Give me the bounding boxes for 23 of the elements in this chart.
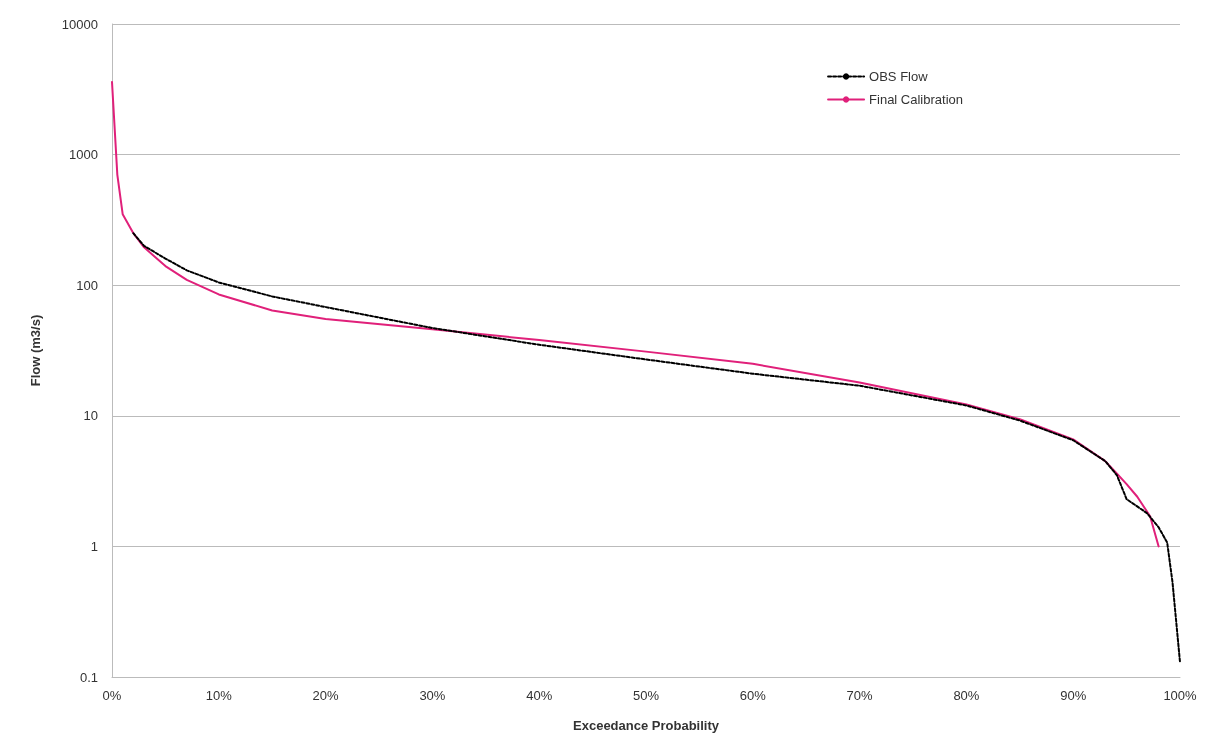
x-tick-label: 100% [1163,688,1198,703]
legend-label: Final Calibration [869,92,963,107]
x-tick-label: 10% [205,688,233,703]
x-tick-label: 20% [312,688,340,703]
legend-label: OBS Flow [869,69,929,84]
y-tick-label: 1 [90,538,98,554]
y-tick-label: 1000 [69,147,98,163]
y-axis-title: Flow (m3/s) [28,314,43,387]
x-tick-label: 70% [846,688,874,703]
x-tick-label: 60% [739,688,767,703]
y-tick-label: 10000 [61,16,98,32]
x-tick-label: 0% [102,688,122,703]
x-tick-label: 40% [526,688,553,703]
y-tick-label: 0.1 [79,669,98,685]
x-tick-label: 30% [419,688,446,703]
line-series [132,232,1181,664]
y-tick-label: 10 [83,408,98,424]
x-tick-label: 50% [632,688,660,703]
x-axis-title: Exceedance Probability [573,718,720,733]
y-tick-label: 100 [76,277,98,293]
line-series [111,80,1160,548]
x-tick-label: 90% [1060,688,1087,703]
x-tick-label: 80% [953,688,980,703]
